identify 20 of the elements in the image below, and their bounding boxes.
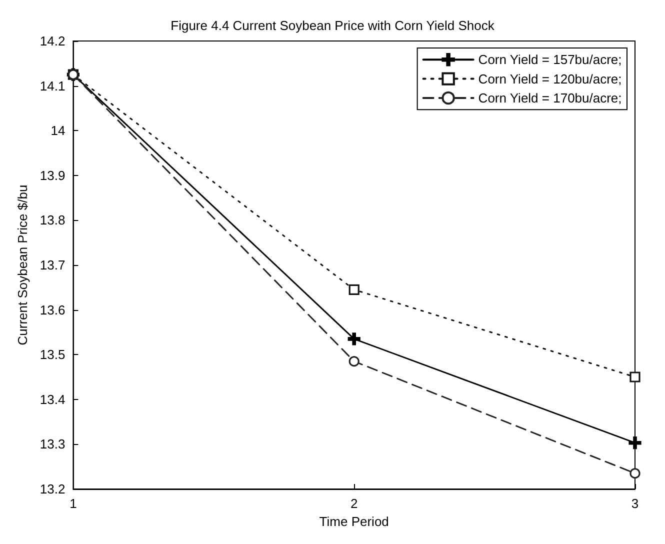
y-tick-label: 14.1 xyxy=(40,78,66,94)
x-tick-label: 1 xyxy=(70,496,77,511)
x-tick-label: 3 xyxy=(631,496,639,511)
y-tick-label: 13.6 xyxy=(40,302,66,318)
legend-label: Corn Yield = 157bu/acre; xyxy=(478,52,622,68)
legend-label: Corn Yield = 120bu/acre; xyxy=(478,71,622,86)
legend-label: Corn Yield = 170bu/acre; xyxy=(478,90,622,106)
y-tick-label: 13.8 xyxy=(40,212,66,228)
y-tick-label: 14 xyxy=(50,123,66,138)
y-tick-label: 13.7 xyxy=(40,258,66,272)
x-axis-title: Time Period xyxy=(319,514,389,529)
x-tick-label: 2 xyxy=(350,496,358,511)
y-tick-label: 13.9 xyxy=(40,168,66,183)
y-tick-label: 14.2 xyxy=(40,34,66,48)
y-tick-label: 13.5 xyxy=(40,347,66,362)
y-tick-label: 13.3 xyxy=(40,436,66,452)
y-tick-label: 13.4 xyxy=(40,392,66,407)
y-tick-label: 13.2 xyxy=(40,482,66,496)
y-axis-title: Current Soybean Price $/bu xyxy=(15,184,30,346)
chart-title: Figure 4.4 Current Soybean Price with Corn Yield Shock xyxy=(170,18,495,33)
